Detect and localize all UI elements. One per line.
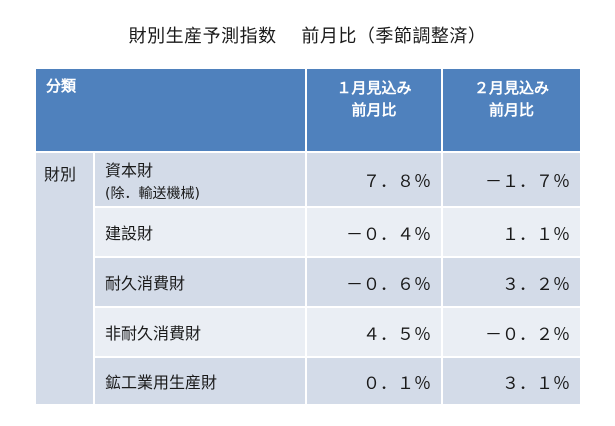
table-header-row: 分類 １月見込み 前月比 ２月見込み 前月比 bbox=[36, 69, 581, 151]
feb-value: ３．１％ bbox=[442, 357, 581, 404]
group-label: 財別 bbox=[36, 153, 95, 404]
feb-value: ３．２％ bbox=[442, 257, 581, 308]
table-row: 耐久消費財 －０．６％ ３．２％ bbox=[36, 257, 581, 308]
jan-value: ７．８％ bbox=[306, 153, 444, 208]
feb-value: １．１％ bbox=[442, 207, 581, 258]
jan-value: ４．５％ bbox=[306, 307, 444, 358]
header-feb-line1: ２月見込み bbox=[474, 79, 550, 97]
row-name: 建設財 bbox=[94, 207, 308, 258]
table-row: 建設財 －０．４％ １．１％ bbox=[36, 207, 581, 258]
header-spacer bbox=[36, 151, 581, 153]
row-name: 非耐久消費財 bbox=[94, 307, 308, 358]
row-name: 鉱工業用生産財 bbox=[94, 357, 308, 404]
page-title: 財別生産予測指数 前月比（季節調整済） bbox=[128, 26, 487, 47]
feb-value: －０．２％ bbox=[442, 307, 581, 358]
header-category: 分類 bbox=[36, 69, 308, 151]
jan-value: －０．４％ bbox=[306, 207, 444, 258]
jan-value: －０．６％ bbox=[306, 257, 444, 308]
jan-value: ０．１％ bbox=[306, 357, 444, 404]
table-row: 非耐久消費財 ４．５％ －０．２％ bbox=[36, 307, 581, 358]
header-jan-line1: １月見込み bbox=[336, 79, 412, 97]
header-jan-line2: 前月比 bbox=[351, 101, 397, 119]
header-feb-line2: 前月比 bbox=[489, 101, 535, 119]
row-sub: (除．輸送機械) bbox=[105, 185, 200, 202]
header-feb: ２月見込み 前月比 bbox=[442, 69, 581, 151]
row-name: 耐久消費財 bbox=[94, 257, 308, 308]
feb-value: －１．７％ bbox=[442, 153, 581, 208]
table-row: 財別 資本財 (除．輸送機械) ７．８％ －１．７％ bbox=[36, 153, 581, 404]
forecast-table: 分類 １月見込み 前月比 ２月見込み 前月比 財別 資本財 (除．輸送機械) ７… bbox=[36, 69, 581, 404]
row-label: 資本財 (除．輸送機械) bbox=[94, 153, 308, 208]
row-name: 資本財 bbox=[105, 160, 154, 180]
table-row: 鉱工業用生産財 ０．１％ ３．１％ bbox=[36, 357, 581, 404]
header-jan: １月見込み 前月比 bbox=[306, 69, 444, 151]
